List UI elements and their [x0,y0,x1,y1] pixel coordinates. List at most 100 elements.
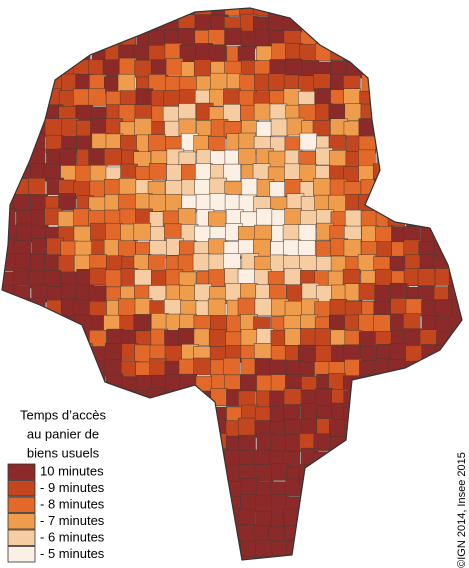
commune [15,105,34,124]
commune [358,282,377,301]
commune [121,538,140,557]
commune [404,465,422,484]
commune [179,418,198,436]
commune [388,105,406,124]
commune [404,434,423,453]
commune [312,511,331,529]
commune [271,463,289,481]
commune [2,165,16,184]
commune [315,465,333,484]
commune [420,60,438,78]
commune [301,540,319,559]
commune [389,418,407,437]
commune [329,8,348,17]
commune [403,73,421,91]
commune [28,28,46,47]
commune [2,76,17,94]
commune [196,433,214,452]
commune [193,59,212,77]
commune [255,495,273,514]
commune [463,209,469,226]
commune [435,14,453,32]
commune [31,8,49,18]
commune [315,345,333,363]
commune [451,148,462,166]
commune [90,118,108,136]
commune [133,314,151,332]
commune [193,479,212,498]
commune [299,8,317,18]
commune [299,43,317,62]
commune [15,59,33,77]
commune [283,268,302,286]
commune [376,419,394,438]
commune [405,118,423,137]
commune [178,103,196,121]
commune [119,8,138,20]
commune [136,463,154,482]
commune [376,30,394,48]
commune [150,449,168,467]
commune [450,75,462,93]
commune [344,479,363,497]
commune [327,478,346,496]
commune [253,343,272,361]
commune [179,285,197,303]
commune [45,329,64,347]
commune [402,420,421,438]
commune [300,328,318,346]
commune [419,8,437,18]
commune [195,463,214,481]
commune [390,298,408,316]
commune [433,8,452,20]
commune [327,526,346,544]
commune [119,417,138,436]
commune [360,210,379,228]
commune [434,103,453,122]
commune [405,16,423,34]
commune [388,492,406,511]
commune [268,73,286,91]
commune [238,524,257,542]
commune [133,223,152,241]
commune [106,8,125,20]
commune [194,553,212,560]
commune [193,328,212,347]
commune [13,15,31,34]
commune [360,8,379,19]
legend-label: - 5 minutes [40,546,105,561]
commune [134,418,153,436]
commune [73,88,91,107]
commune [420,540,438,558]
commune [30,374,49,392]
commune [300,403,319,421]
commune [117,74,136,92]
commune [210,492,229,511]
commune [165,524,184,543]
commune [194,283,212,302]
commune [404,481,423,499]
commune [358,331,377,349]
commune [374,46,393,65]
commune [43,375,61,393]
commune [299,495,318,513]
commune [14,328,33,347]
commune [150,433,168,452]
commune [373,541,391,559]
commune [106,388,125,407]
commune [210,510,229,529]
commune [372,119,391,137]
commune [403,390,422,409]
commune [166,164,184,182]
commune [343,539,362,558]
commune [150,419,169,438]
commune [345,525,363,543]
commune [374,15,393,34]
commune [465,406,469,423]
legend-title: biens usuels [27,445,100,460]
commune [210,388,229,406]
commune [282,15,301,33]
commune [105,555,124,560]
commune [59,27,78,46]
commune [448,389,462,408]
